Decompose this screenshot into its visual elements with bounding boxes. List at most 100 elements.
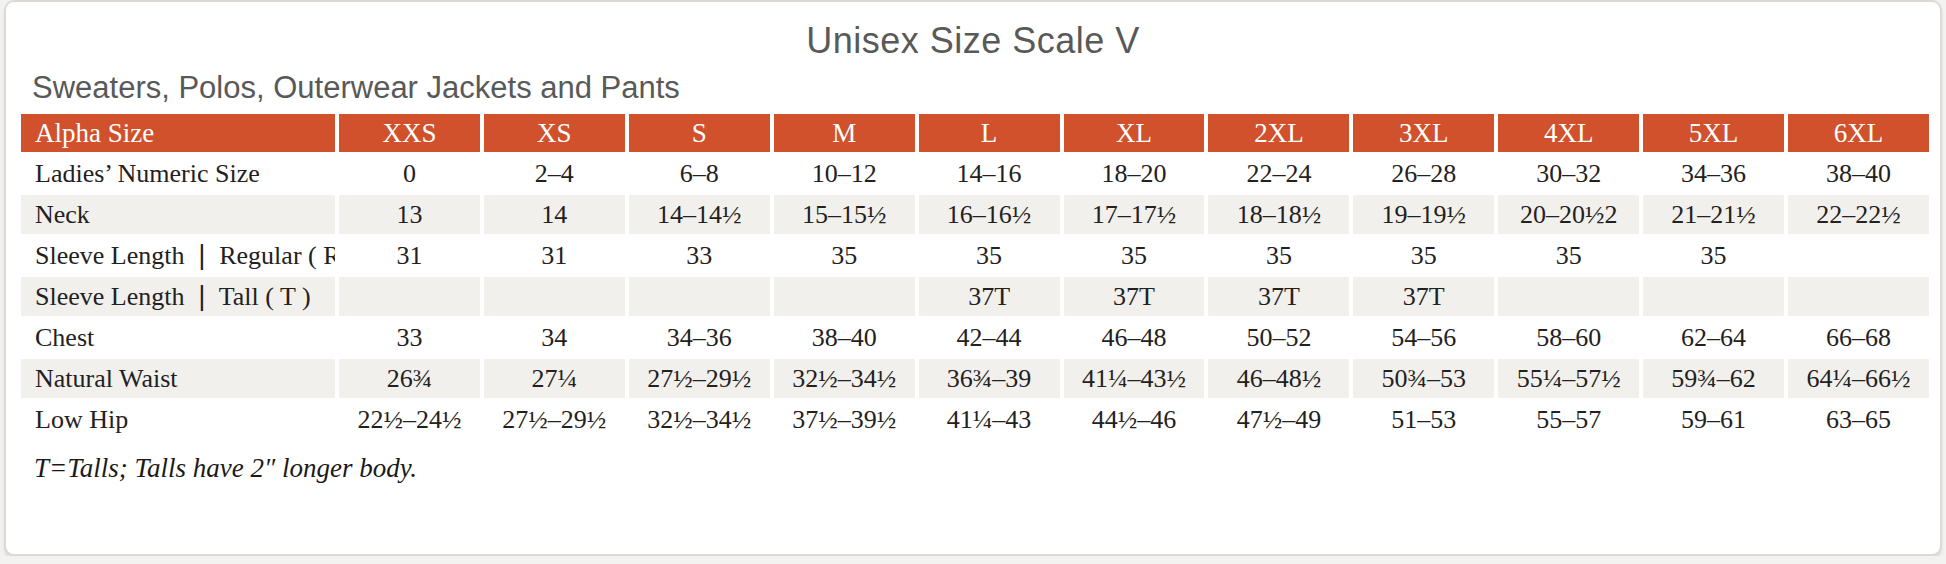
footnote: T=Talls; Talls have 2″ longer body.	[34, 453, 1940, 484]
size-cell: 34	[484, 318, 625, 357]
size-cell: 41¼–43	[919, 400, 1060, 439]
column-header: L	[919, 114, 1060, 152]
size-cell: 38–40	[774, 318, 915, 357]
size-cell: 58–60	[1498, 318, 1639, 357]
row-label: Sleeve Length ❘ Tall ( T )	[21, 277, 335, 316]
size-cell: 26–28	[1353, 154, 1494, 193]
size-cell: 22½–24½	[339, 400, 480, 439]
table-body: Ladies’ Numeric Size02–46–810–1214–1618–…	[21, 154, 1929, 439]
size-cell: 32½–34½	[774, 359, 915, 398]
size-cell: 31	[339, 236, 480, 275]
column-header: XXS	[339, 114, 480, 152]
size-cell: 36¾–39	[919, 359, 1060, 398]
size-cell: 38–40	[1788, 154, 1929, 193]
size-cell: 18–20	[1064, 154, 1205, 193]
size-cell: 15–15½	[774, 195, 915, 234]
size-cell: 18–18½	[1208, 195, 1349, 234]
size-cell: 34–36	[1643, 154, 1784, 193]
row-label: Sleeve Length ❘ Regular ( R )	[21, 236, 335, 275]
size-cell: 35	[774, 236, 915, 275]
size-cell: 37T	[1353, 277, 1494, 316]
size-cell: 14	[484, 195, 625, 234]
size-cell: 63–65	[1788, 400, 1929, 439]
size-cell: 59–61	[1643, 400, 1784, 439]
size-cell: 26¾	[339, 359, 480, 398]
size-cell: 27½–29½	[629, 359, 770, 398]
size-cell: 51–53	[1353, 400, 1494, 439]
size-cell: 37T	[919, 277, 1060, 316]
size-cell: 20–20½2	[1498, 195, 1639, 234]
size-cell	[1498, 277, 1639, 316]
size-cell	[484, 277, 625, 316]
size-cell: 46–48	[1064, 318, 1205, 357]
column-header: M	[774, 114, 915, 152]
size-cell: 35	[919, 236, 1060, 275]
size-cell: 41¼–43½	[1064, 359, 1205, 398]
size-cell: 22–24	[1208, 154, 1349, 193]
column-header: XS	[484, 114, 625, 152]
size-cell: 37½–39½	[774, 400, 915, 439]
size-chart-table: Alpha SizeXXSXSSMLXL2XL3XL4XL5XL6XL Ladi…	[17, 112, 1933, 441]
table-row: Chest333434–3638–4042–4446–4850–5254–565…	[21, 318, 1929, 357]
size-cell: 37T	[1208, 277, 1349, 316]
size-cell: 35	[1064, 236, 1205, 275]
column-header: 3XL	[1353, 114, 1494, 152]
column-header: XL	[1064, 114, 1205, 152]
page-subtitle: Sweaters, Polos, Outerwear Jackets and P…	[32, 70, 1940, 106]
size-chart-card: Unisex Size Scale V Sweaters, Polos, Out…	[4, 0, 1942, 556]
column-header: 6XL	[1788, 114, 1929, 152]
size-cell: 34–36	[629, 318, 770, 357]
row-label: Chest	[21, 318, 335, 357]
size-cell: 14–14½	[629, 195, 770, 234]
size-cell	[774, 277, 915, 316]
row-label: Neck	[21, 195, 335, 234]
column-header-label: Alpha Size	[21, 114, 335, 152]
size-cell	[339, 277, 480, 316]
size-cell: 55–57	[1498, 400, 1639, 439]
table-row: Neck131414–14½15–15½16–16½17–17½18–18½19…	[21, 195, 1929, 234]
size-cell: 55¼–57½	[1498, 359, 1639, 398]
size-cell: 42–44	[919, 318, 1060, 357]
size-cell: 50–52	[1208, 318, 1349, 357]
page-title: Unisex Size Scale V	[6, 20, 1940, 62]
row-label: Low Hip	[21, 400, 335, 439]
size-cell	[1643, 277, 1784, 316]
size-cell: 27¼	[484, 359, 625, 398]
size-cell: 32½–34½	[629, 400, 770, 439]
size-cell	[629, 277, 770, 316]
size-cell: 27½–29½	[484, 400, 625, 439]
size-cell: 62–64	[1643, 318, 1784, 357]
size-cell: 66–68	[1788, 318, 1929, 357]
size-cell: 21–21½	[1643, 195, 1784, 234]
size-cell: 35	[1643, 236, 1784, 275]
row-label: Ladies’ Numeric Size	[21, 154, 335, 193]
size-cell: 6–8	[629, 154, 770, 193]
size-cell	[1788, 236, 1929, 275]
size-cell: 10–12	[774, 154, 915, 193]
size-cell: 31	[484, 236, 625, 275]
table-row: Ladies’ Numeric Size02–46–810–1214–1618–…	[21, 154, 1929, 193]
table-row: Sleeve Length ❘ Tall ( T )37T37T37T37T	[21, 277, 1929, 316]
row-label: Natural Waist	[21, 359, 335, 398]
size-cell: 0	[339, 154, 480, 193]
table-row: Sleeve Length ❘ Regular ( R )31313335353…	[21, 236, 1929, 275]
table-row: Low Hip22½–24½27½–29½32½–34½37½–39½41¼–4…	[21, 400, 1929, 439]
size-cell: 46–48½	[1208, 359, 1349, 398]
header-row: Alpha SizeXXSXSSMLXL2XL3XL4XL5XL6XL	[21, 114, 1929, 152]
size-cell: 64¼–66½	[1788, 359, 1929, 398]
size-cell: 59¾–62	[1643, 359, 1784, 398]
size-cell: 17–17½	[1064, 195, 1205, 234]
size-cell: 22–22½	[1788, 195, 1929, 234]
size-cell	[1788, 277, 1929, 316]
size-cell: 14–16	[919, 154, 1060, 193]
column-header: 2XL	[1208, 114, 1349, 152]
column-header: 4XL	[1498, 114, 1639, 152]
size-cell: 16–16½	[919, 195, 1060, 234]
size-cell: 13	[339, 195, 480, 234]
column-header: 5XL	[1643, 114, 1784, 152]
size-cell: 35	[1353, 236, 1494, 275]
column-header: S	[629, 114, 770, 152]
size-cell: 37T	[1064, 277, 1205, 316]
size-cell: 33	[339, 318, 480, 357]
size-cell: 33	[629, 236, 770, 275]
